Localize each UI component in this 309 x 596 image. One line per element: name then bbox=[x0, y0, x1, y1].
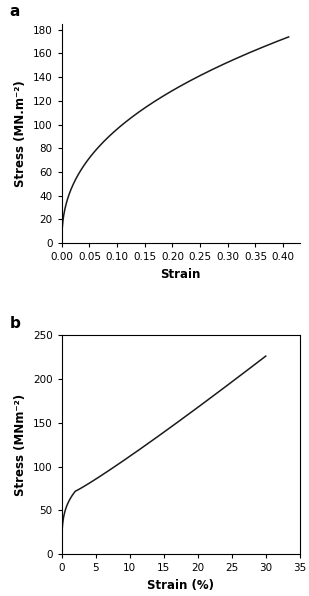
Text: a: a bbox=[10, 4, 20, 20]
X-axis label: Strain (%): Strain (%) bbox=[147, 579, 214, 592]
Y-axis label: Stress (MNm⁻²): Stress (MNm⁻²) bbox=[15, 393, 28, 496]
X-axis label: Strain: Strain bbox=[161, 268, 201, 281]
Y-axis label: Stress (MN.m⁻²): Stress (MN.m⁻²) bbox=[15, 80, 28, 187]
Text: b: b bbox=[10, 316, 20, 331]
